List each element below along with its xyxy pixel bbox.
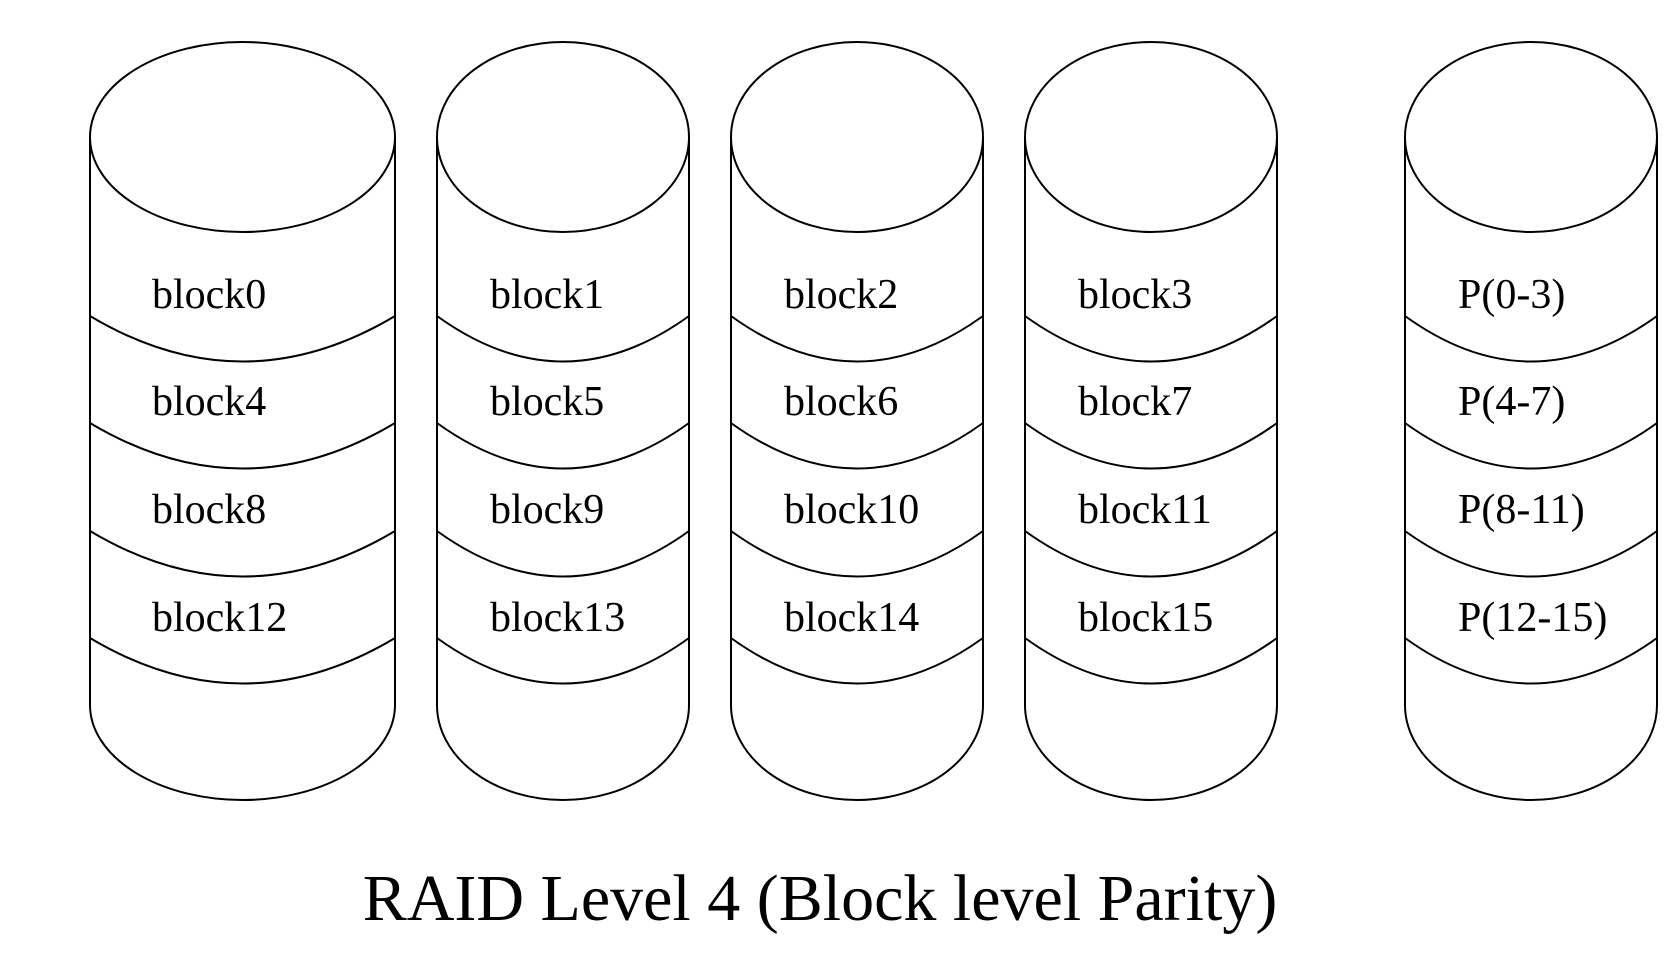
block-label: P(12-15) [1458,595,1607,641]
block-label: P(8-11) [1458,487,1585,533]
disk-top [1024,41,1278,233]
block-label: block5 [490,379,604,425]
disk-top [89,41,396,233]
parity-disk: P(0-3) P(4-7) P(8-11) P(12-15) [1404,41,1658,801]
stripe-separator [1024,637,1278,685]
stripe-separator [89,530,396,578]
stripe-separator [730,315,984,363]
block-label: block12 [152,595,287,641]
disk-top [436,41,690,233]
block-label: block6 [784,379,898,425]
block-label: P(4-7) [1458,379,1565,425]
block-label: block3 [1078,272,1192,318]
stripe-separator [1024,530,1278,578]
block-label: block4 [152,379,266,425]
block-label: P(0-3) [1458,272,1565,318]
stripe-separator [89,422,396,470]
block-label: block2 [784,272,898,318]
diagram-title: RAID Level 4 (Block level Parity) [363,862,1278,935]
stripe-separator [730,637,984,685]
disk-0: block0 block4 block8 block12 [89,41,396,801]
block-label: block1 [490,272,604,318]
stripe-separator [436,530,690,578]
disk-2: block2 block6 block10 block14 [730,41,984,801]
stripe-separator [89,315,396,363]
disks-group: block0block4block8block12block1block5blo… [89,41,1658,801]
block-label: block14 [784,595,919,641]
stripe-separator [1404,530,1658,578]
stripe-separator [1404,637,1658,685]
stripe-separator [1024,315,1278,363]
block-label: block15 [1078,595,1213,641]
block-label: block0 [152,272,266,318]
block-label: block10 [784,487,919,533]
disk-top [1404,41,1658,233]
stripe-separator [436,637,690,685]
stripe-separator [1404,315,1658,363]
stripe-separator [730,422,984,470]
block-label: block13 [490,595,625,641]
stripe-separator [89,637,396,685]
block-label: block8 [152,487,266,533]
block-label: block11 [1078,487,1212,533]
block-label: block7 [1078,379,1192,425]
disk-1: block1 block5 block9 block13 [436,41,690,801]
stripe-separator [436,422,690,470]
disk-top [730,41,984,233]
stripe-separator [730,530,984,578]
stripe-separator [1404,422,1658,470]
stripe-separator [436,315,690,363]
disk-3: block3 block7 block11 block15 [1024,41,1278,801]
stripe-separator [1024,422,1278,470]
block-label: block9 [490,487,604,533]
